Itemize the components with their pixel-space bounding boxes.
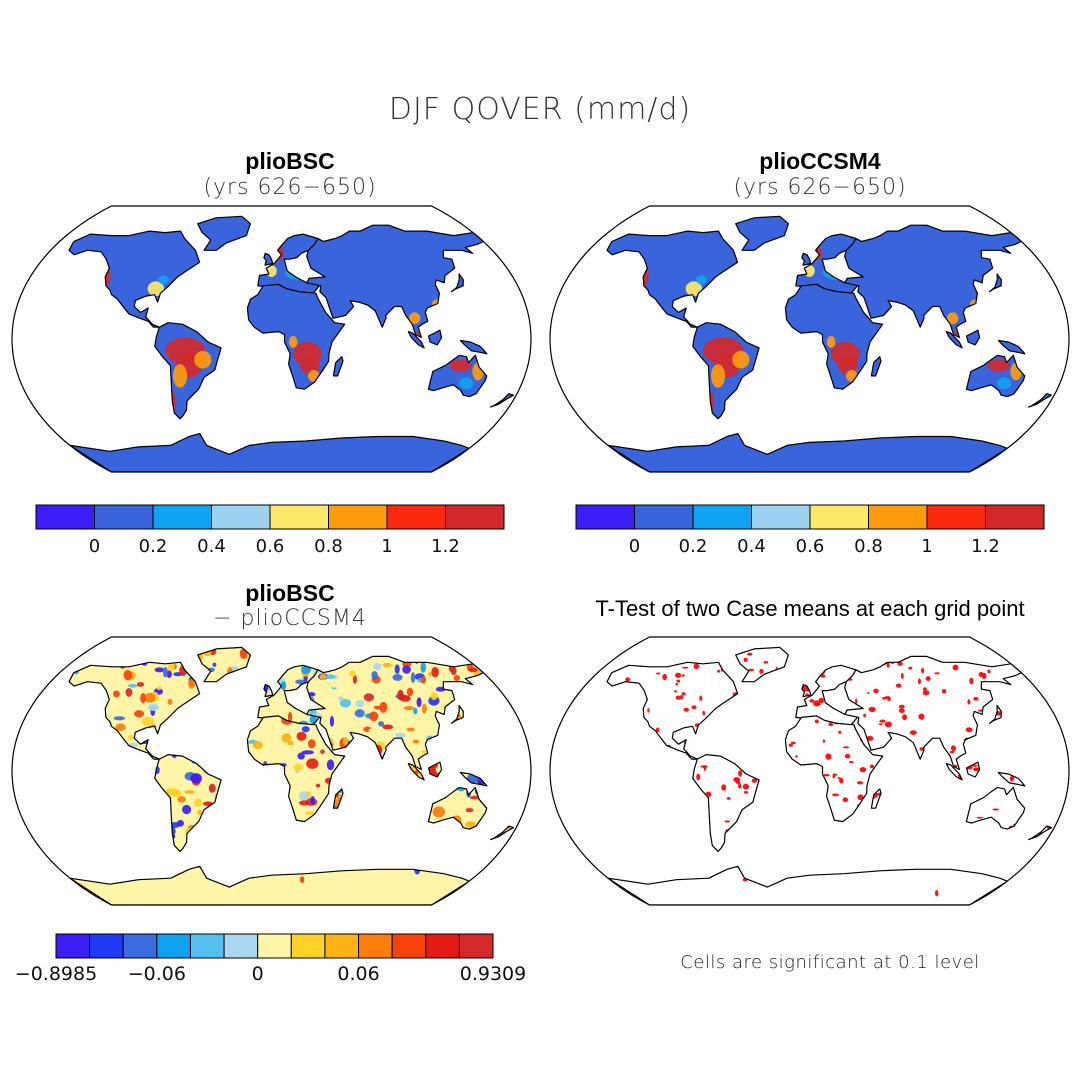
- significance-footnote: Cells are significant at 0.1 level: [680, 952, 980, 973]
- colorbar-3-swatch-7: [290, 933, 326, 959]
- map-border: [11, 636, 532, 906]
- land-madagascar: [870, 356, 882, 377]
- colorbar-1-swatch-6: [386, 504, 446, 530]
- map-border: [549, 205, 1070, 473]
- colorbar-2-swatch-4: [809, 504, 869, 530]
- land-newZealand: [1028, 393, 1053, 408]
- colorbar-2: 0 0.2 0.4 0.6 0.8 1 1.2: [575, 504, 1045, 557]
- colorbar-3-swatch-2: [122, 933, 158, 959]
- colorbar-1-label-1: 0.2: [139, 536, 168, 557]
- land-uk: [263, 252, 274, 266]
- colorbar-2-swatch-5: [868, 504, 928, 530]
- colorbar-1-swatch-4: [269, 504, 329, 530]
- colorbar-3-label-1: −0.06: [128, 963, 186, 985]
- land-newGuinea: [459, 771, 488, 787]
- land-newZealand: [490, 393, 515, 408]
- colorbar-2-label-3: 0.6: [796, 536, 825, 557]
- colorbar-1-label-4: 0.8: [314, 536, 343, 557]
- panel-3-subtitle: − plioCCSM4: [213, 606, 367, 631]
- panel-2-subtitle: (yrs 626−650): [733, 175, 907, 200]
- map-panel-2: [549, 205, 1070, 473]
- land-australia: [965, 354, 1026, 398]
- colorbar-3-swatch-5: [223, 933, 259, 959]
- map-panel-4: [549, 636, 1070, 906]
- colorbar-3-label-0: −0.8985: [15, 963, 97, 985]
- colorbar-3-swatch-4: [189, 933, 225, 959]
- land-japan: [450, 273, 464, 293]
- land-sumatra: [945, 331, 963, 349]
- colorbar-3: −0.8985 −0.06 0 0.06 0.9309: [15, 933, 526, 985]
- colorbar-3-swatch-1: [89, 933, 124, 959]
- land-northAmerica: [68, 230, 201, 328]
- land-borneo: [966, 761, 981, 778]
- colorbar-1-swatch-3: [211, 504, 271, 530]
- land-madagascar: [332, 356, 344, 377]
- colorbar-2-swatch-3: [751, 504, 811, 530]
- colorbar-2-swatch-7: [985, 504, 1045, 530]
- land-newGuinea: [459, 339, 488, 355]
- colorbar-2-label-2: 0.4: [737, 536, 766, 557]
- colorbar-3-label-2: 0: [252, 963, 264, 985]
- colorbar-3-swatch-6: [257, 933, 292, 959]
- land-africa: [246, 283, 346, 390]
- colorbar-1-swatch-7: [445, 504, 505, 530]
- panel-1-subtitle: (yrs 626−650): [203, 175, 377, 200]
- colorbar-3-label-3: 0.06: [337, 963, 379, 985]
- colorbar-1-label-6: 1.2: [431, 536, 460, 557]
- colorbar-1-label-3: 0.6: [256, 536, 285, 557]
- land-greenland: [735, 215, 789, 251]
- colorbar-1-swatch-2: [152, 504, 212, 530]
- colorbar-1-label-0: 0: [89, 536, 100, 557]
- land-sumatra: [407, 331, 425, 349]
- colorbar-1-label-5: 1: [381, 536, 392, 557]
- colorbar-3-label-4: 0.9309: [460, 963, 526, 985]
- colorbar-3-swatch-11: [425, 933, 460, 959]
- panel-3-title: plioBSC: [245, 580, 335, 606]
- colorbar-2-label-0: 0: [629, 536, 640, 557]
- land-asia: [306, 224, 484, 339]
- colorbar-2-label-5: 1: [921, 536, 932, 557]
- land-africa: [784, 283, 884, 390]
- map-panel-3: [11, 636, 532, 906]
- colorbar-1-swatch-0: [35, 504, 95, 530]
- map-border: [11, 205, 532, 473]
- land-southAmerica: [692, 322, 760, 420]
- colorbar-1-label-2: 0.4: [197, 536, 226, 557]
- colorbar-1-swatch-5: [328, 504, 388, 530]
- colorbar-3-swatch-3: [156, 933, 191, 959]
- colorbar-3-swatch-0: [55, 933, 91, 959]
- colorbar-2-swatch-2: [692, 504, 752, 530]
- colorbar-1: 0 0.2 0.4 0.6 0.8 1 1.2: [35, 504, 505, 557]
- colorbar-3-swatch-8: [324, 933, 360, 959]
- land-japan: [988, 273, 1002, 293]
- figure-title: DJF QOVER (mm/d): [388, 92, 692, 127]
- panel-1-title: plioBSC: [245, 148, 335, 174]
- land-southAmerica: [154, 322, 222, 420]
- colorbar-3-swatch-12: [458, 933, 494, 959]
- map-border: [549, 636, 1070, 906]
- colorbar-2-label-1: 0.2: [679, 536, 708, 557]
- colorbar-2-label-6: 1.2: [971, 536, 1000, 557]
- land-borneo: [966, 329, 981, 346]
- land-uk: [801, 252, 812, 266]
- colorbar-2-swatch-6: [926, 504, 986, 530]
- colorbar-3-swatch-10: [391, 933, 427, 959]
- colorbar-2-swatch-0: [575, 504, 635, 530]
- map-panel-1: [11, 205, 532, 473]
- colorbar-2-label-4: 0.8: [854, 536, 883, 557]
- colorbar-1-swatch-1: [94, 504, 154, 530]
- colorbar-3-swatch-9: [358, 933, 393, 959]
- colorbar-2-swatch-1: [634, 504, 694, 530]
- panel-4-title: T-Test of two Case means at each grid po…: [595, 596, 1025, 621]
- panel-2-title: plioCCSM4: [759, 148, 881, 174]
- land-newGuinea: [997, 339, 1026, 355]
- land-greenland: [197, 215, 251, 251]
- land-antarctica: [607, 433, 1008, 472]
- land-antarctica: [69, 433, 470, 472]
- land-borneo: [428, 329, 443, 346]
